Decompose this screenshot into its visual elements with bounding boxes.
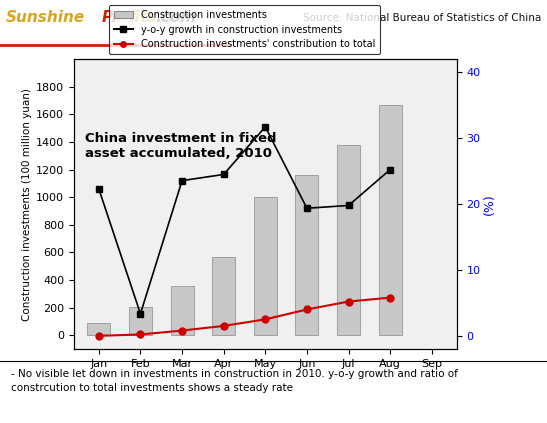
- Text: Pr: Pr: [101, 10, 119, 25]
- Bar: [88, 323, 110, 335]
- Bar: [295, 175, 318, 335]
- Legend: Construction investments, y-o-y growth in construction investments, Construction: Construction investments, y-o-y growth i…: [109, 5, 380, 54]
- Text: Source: National Bureau of Statistics of China: Source: National Bureau of Statistics of…: [303, 13, 542, 23]
- Y-axis label: (%): (%): [484, 193, 496, 215]
- Bar: [254, 197, 277, 335]
- Y-axis label: Construction investments (100 million yuan): Construction investments (100 million yu…: [22, 88, 32, 321]
- Text: China investment in fixed
asset accumulated, 2010: China investment in fixed asset accumula…: [85, 132, 277, 159]
- Text: Sunshine: Sunshine: [5, 10, 85, 25]
- Bar: [337, 146, 360, 335]
- Bar: [171, 286, 194, 335]
- Text: - No visible let down in investments in construction in 2010. y-o-y growth and r: - No visible let down in investments in …: [11, 369, 458, 393]
- Bar: [129, 307, 152, 335]
- Text: ☀: ☀: [118, 13, 127, 23]
- Text: .com: .com: [155, 10, 196, 25]
- Bar: [379, 105, 401, 335]
- Bar: [212, 256, 235, 335]
- Text: fits: fits: [129, 10, 157, 25]
